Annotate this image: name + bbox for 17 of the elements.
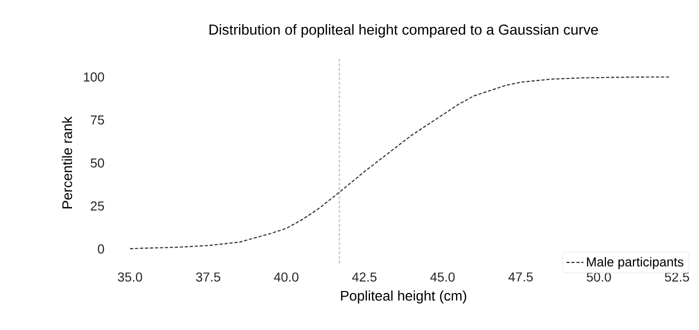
legend-label: Male participants xyxy=(587,257,684,270)
x-tick-label: 40.0 xyxy=(274,272,298,282)
x-tick-label: 37.5 xyxy=(196,272,220,282)
x-tick-label: 45.0 xyxy=(430,272,455,282)
x-tick-label: 47.5 xyxy=(508,272,533,282)
y-axis-title: Percentile rank xyxy=(62,116,72,208)
x-axis-title: Popliteal height (cm) xyxy=(341,290,466,304)
y-tick-label: 100 xyxy=(84,72,104,82)
x-tick-label: 50.0 xyxy=(586,272,611,282)
x-tick-label: 35.0 xyxy=(118,272,142,282)
y-tick-label: 0 xyxy=(98,244,104,254)
x-tick-label: 52.5 xyxy=(664,272,690,282)
chart-title: Distribution of popliteal height compared to a Gaussian curve xyxy=(210,24,598,38)
y-tick-label: 25 xyxy=(90,201,104,211)
x-tick-label: 42.5 xyxy=(352,272,376,282)
y-tick-label: 50 xyxy=(90,158,104,168)
y-tick-label: 75 xyxy=(90,115,104,125)
